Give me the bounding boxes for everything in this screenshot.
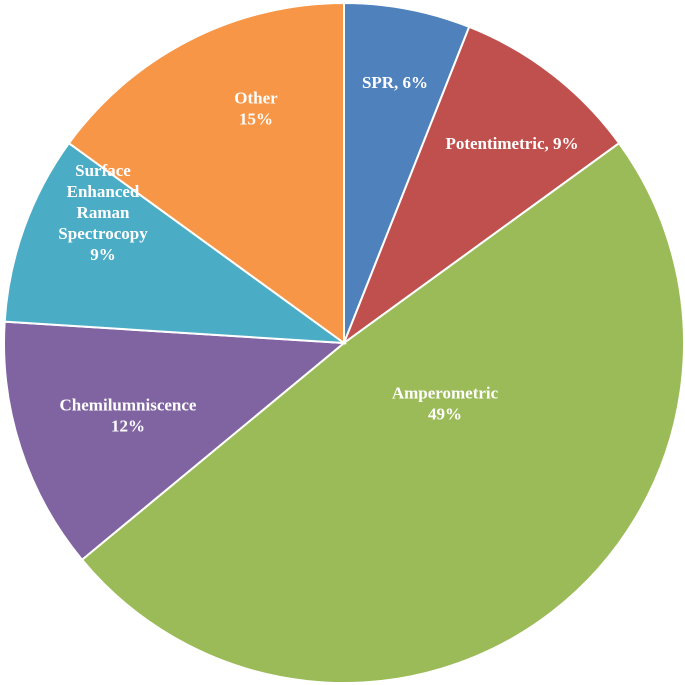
pie-slice-other: [67, 1, 345, 345]
slice-label-line: 49%: [428, 405, 462, 424]
slice-label-amperometric: Amperometric 49%: [392, 384, 499, 424]
slice-label-potentimetric: Potentimetric, 9%: [445, 134, 578, 153]
slice-label-line: Spectrocopy: [58, 224, 148, 243]
pie-slice-potentimetric: [341, 25, 621, 346]
pie-slice-spr: [343, 1, 471, 344]
slice-label-surface-enhanced-raman-spectrocopy: Surface Enhanced Raman Spectrocopy 9%: [58, 161, 148, 264]
pie-slice-surface-enhanced-raman-spectrocopy: [3, 141, 348, 345]
slice-label-line: 9%: [90, 245, 116, 264]
slice-label-line: Other: [234, 89, 278, 108]
labels-layer: SPR, 6% Potentimetric, 9% Amperometric 49% C…: [58, 73, 578, 436]
slice-label-other: Other 15%: [234, 89, 278, 129]
slice-label-line: SPR, 6%: [362, 73, 428, 92]
slice-label-line: Enhanced: [67, 182, 140, 201]
slice-label-line: Amperometric: [392, 384, 499, 403]
slice-label-spr: SPR, 6%: [362, 73, 428, 92]
slice-label-line: 12%: [111, 417, 145, 436]
slices-layer: [3, 1, 685, 684]
slice-label-line: Chemilumniscence: [60, 396, 197, 415]
pie-slice-amperometric: [80, 141, 685, 684]
slice-label-line: Raman: [77, 203, 130, 222]
slice-label-line: Potentimetric, 9%: [445, 134, 578, 153]
slice-label-line: Surface: [75, 161, 131, 180]
slice-label-line: 15%: [239, 110, 273, 129]
pie-slice-chemilumniscence: [3, 320, 347, 562]
slice-label-chemilumniscence: Chemilumniscence 12%: [60, 396, 197, 436]
